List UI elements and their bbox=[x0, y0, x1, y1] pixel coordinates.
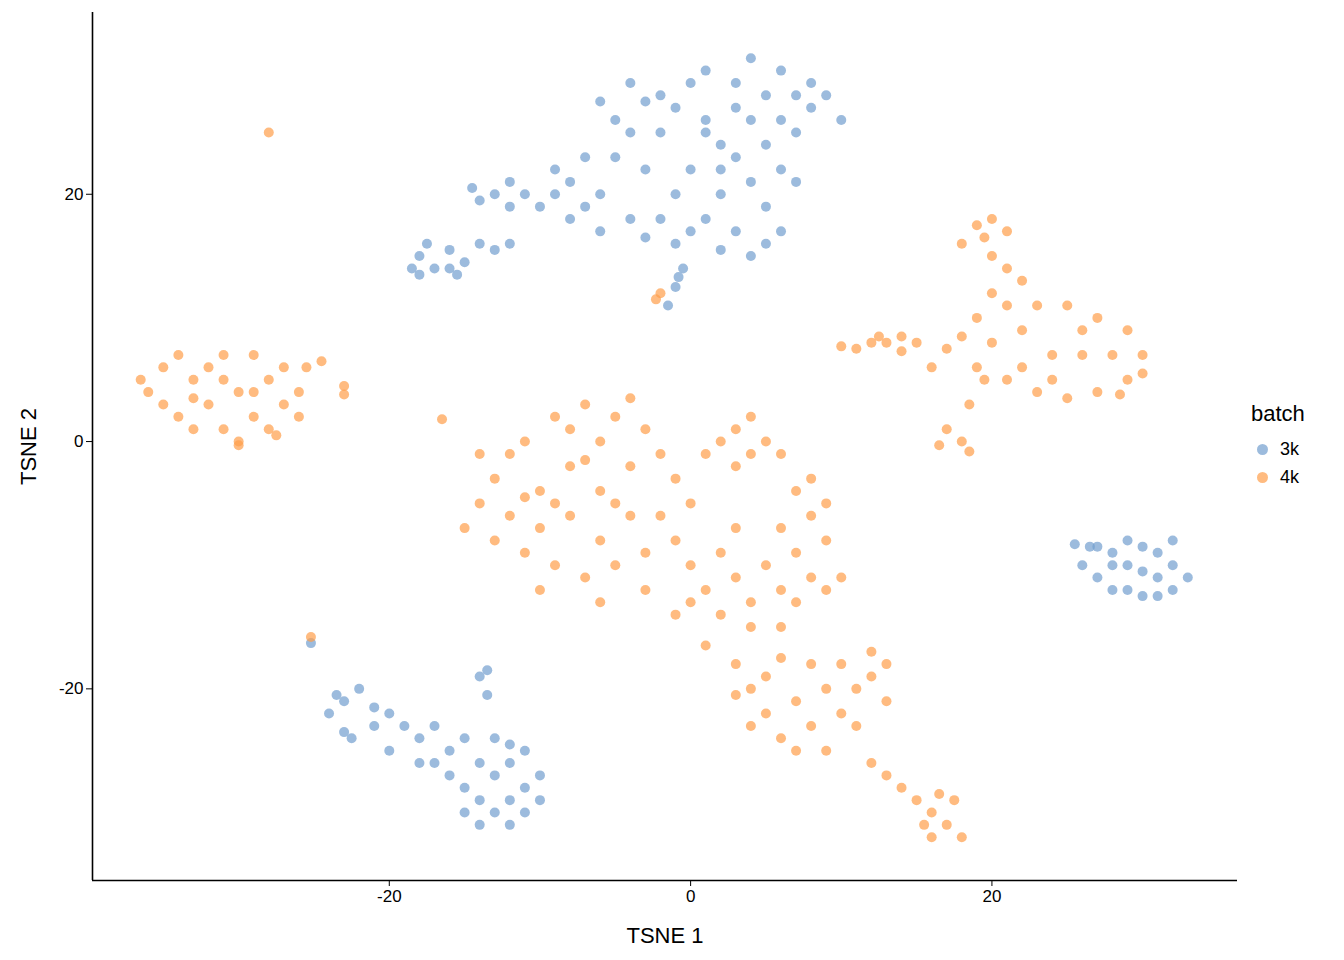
svg-text:20: 20 bbox=[65, 185, 84, 204]
html-text:batch: batch bbox=[1251, 401, 1305, 426]
svg-text:0: 0 bbox=[74, 432, 83, 451]
svg-text:TSNE 2: TSNE 2 bbox=[16, 408, 41, 485]
svg-text:20: 20 bbox=[982, 887, 1001, 906]
html-text:4k: 4k bbox=[1280, 466, 1299, 487]
svg-text:-20: -20 bbox=[59, 679, 84, 698]
svg-text:TSNE 1: TSNE 1 bbox=[626, 923, 703, 948]
svg-text:0: 0 bbox=[686, 887, 695, 906]
svg-text:-20: -20 bbox=[377, 887, 402, 906]
html-text:3k: 3k bbox=[1280, 438, 1299, 459]
